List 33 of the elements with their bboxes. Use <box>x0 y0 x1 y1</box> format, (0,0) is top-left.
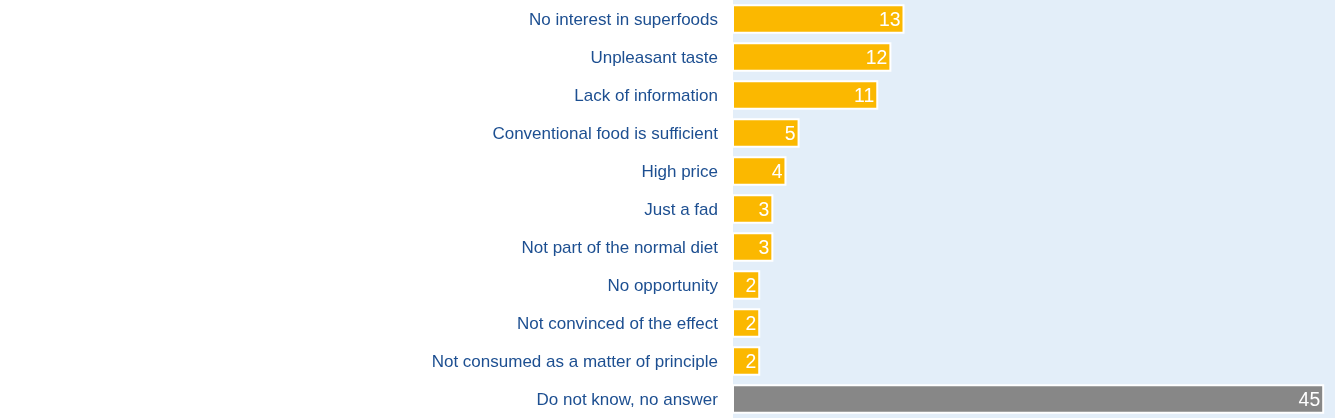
data-label: 5 <box>784 121 796 144</box>
data-label: 2 <box>745 349 757 372</box>
y-tick-label: Do not know, no answer <box>536 389 719 409</box>
y-tick-label: Not convinced of the effect <box>517 313 719 333</box>
data-label: 2 <box>745 273 757 296</box>
bar <box>733 156 787 186</box>
y-tick-label: Not part of the normal diet <box>521 237 719 257</box>
y-tick-label: Just a fad <box>644 199 718 219</box>
data-label: 12 <box>865 45 888 68</box>
bar <box>733 346 761 376</box>
data-label: 4 <box>771 159 783 182</box>
y-tick-label: No interest in superfoods <box>529 9 718 29</box>
y-tick-label: Unpleasant taste <box>590 47 718 67</box>
bar <box>733 194 774 224</box>
bar <box>733 80 879 110</box>
bar <box>733 4 905 34</box>
y-tick-label: Lack of information <box>574 85 718 105</box>
bar <box>733 232 774 262</box>
data-label: 11 <box>854 83 875 106</box>
bar <box>733 270 761 300</box>
bar <box>733 118 800 148</box>
y-tick-label: No opportunity <box>607 275 719 295</box>
y-tick-label: Conventional food is sufficient <box>492 123 719 143</box>
data-label: 3 <box>758 235 770 258</box>
y-tick-label: High price <box>641 161 718 181</box>
bar <box>733 42 892 72</box>
data-label: 13 <box>878 7 901 30</box>
bar <box>733 384 1325 414</box>
data-label: 2 <box>745 311 757 334</box>
data-label: 45 <box>1298 387 1321 410</box>
data-label: 3 <box>758 197 770 220</box>
y-tick-label: Not consumed as a matter of principle <box>431 351 718 371</box>
bar <box>733 308 761 338</box>
